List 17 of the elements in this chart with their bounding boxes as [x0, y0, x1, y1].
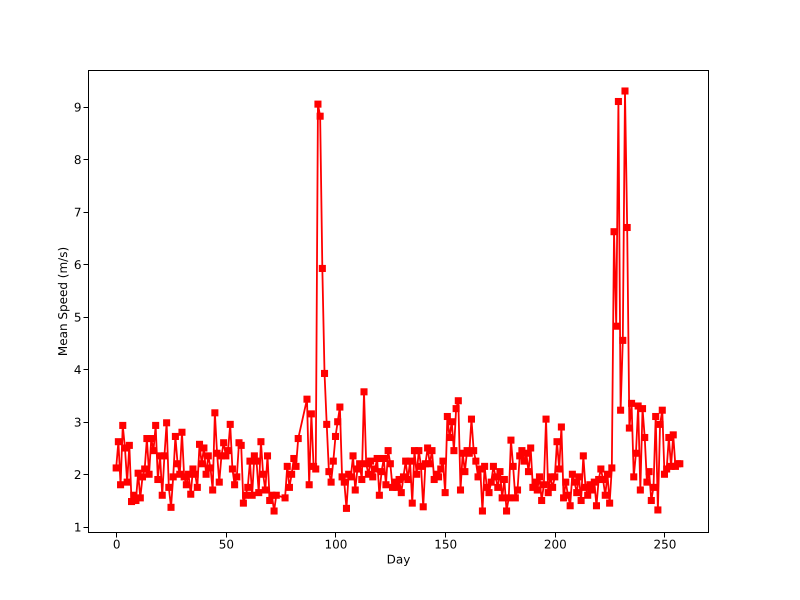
x-tick-label: 50: [218, 538, 234, 552]
y-tick-label: 9: [74, 100, 82, 114]
x-tick-label: 100: [324, 538, 348, 552]
y-axis-title: Mean Speed (m/s): [56, 246, 70, 356]
y-tick-label: 3: [74, 415, 82, 430]
y-tick-label: 7: [74, 205, 82, 220]
y-tick-label: 1: [74, 520, 82, 534]
x-axis-title: Day: [386, 552, 410, 566]
y-tick-label: 4: [74, 362, 82, 377]
x-tick-label: 150: [434, 538, 458, 552]
x-tick-label: 0: [112, 538, 120, 552]
y-tick-label: 8: [74, 152, 82, 167]
y-tick-label: 2: [74, 468, 82, 482]
y-tick-label: 5: [74, 310, 82, 324]
y-tick-label: 6: [74, 258, 82, 272]
x-tick-label: 250: [654, 538, 676, 552]
x-tick-label: 200: [544, 538, 567, 552]
